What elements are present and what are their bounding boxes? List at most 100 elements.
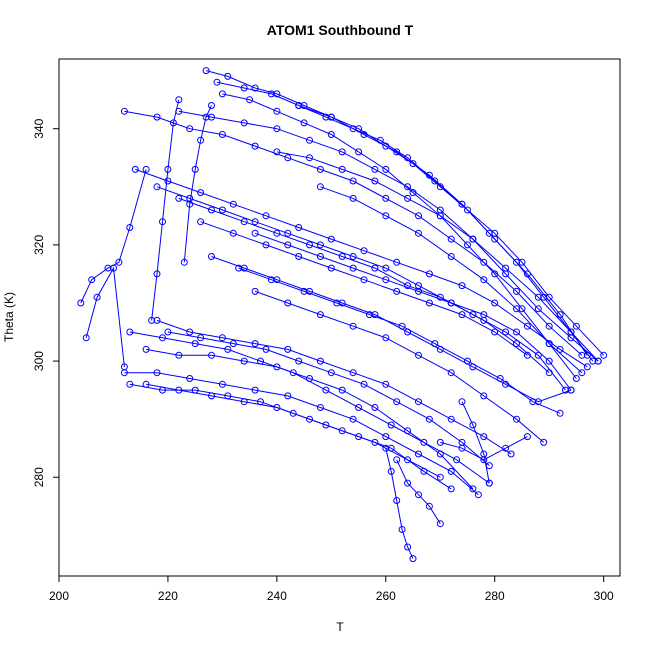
series-layer <box>77 67 608 563</box>
series-line <box>151 99 180 321</box>
data-point <box>393 398 401 406</box>
data-point <box>371 404 379 411</box>
data-point <box>507 450 515 458</box>
data-point <box>600 351 608 359</box>
data-point <box>366 311 373 319</box>
x-axis: 200 220 240 260 280 300 <box>49 575 614 603</box>
y-tick-label: 300 <box>32 351 46 371</box>
data-point <box>360 380 368 388</box>
data-point <box>382 334 390 342</box>
data-point <box>567 386 575 394</box>
data-point <box>469 485 477 493</box>
series-7 <box>175 194 569 394</box>
data-point <box>409 160 417 168</box>
data-point <box>164 165 172 173</box>
data-point <box>273 148 281 156</box>
data-point <box>316 404 324 411</box>
data-point <box>142 380 150 388</box>
data-point <box>355 404 363 411</box>
data-point <box>415 398 422 406</box>
data-point <box>425 171 433 179</box>
data-point <box>469 421 477 429</box>
data-point <box>371 165 379 173</box>
data-point <box>218 334 226 342</box>
data-point <box>88 276 96 284</box>
series-26 <box>458 398 493 487</box>
data-point <box>485 229 493 237</box>
data-point <box>273 229 281 237</box>
data-point <box>360 247 368 255</box>
x-tick-label: 240 <box>267 589 287 603</box>
series-1 <box>202 67 608 359</box>
series-line <box>205 70 605 356</box>
series-line <box>85 266 125 367</box>
series-line <box>146 348 474 490</box>
data-point <box>115 258 123 266</box>
data-point <box>338 148 346 156</box>
data-point <box>415 351 422 359</box>
series-line <box>222 93 577 379</box>
data-point <box>518 305 526 313</box>
data-point <box>415 287 422 295</box>
series-line <box>211 256 572 403</box>
data-point <box>513 287 520 295</box>
plot-frame <box>58 58 621 577</box>
data-point <box>186 200 194 208</box>
data-point <box>404 543 412 551</box>
data-point <box>284 154 292 162</box>
series-line <box>146 383 441 478</box>
data-point <box>425 415 433 423</box>
data-point <box>295 357 303 365</box>
data-point <box>556 311 564 319</box>
data-point <box>126 328 134 336</box>
data-point <box>316 241 324 249</box>
series-line <box>254 290 545 443</box>
series-15 <box>142 345 477 493</box>
data-point <box>229 229 237 237</box>
series-line <box>129 331 490 484</box>
data-point <box>164 177 172 185</box>
series-line <box>298 105 588 356</box>
series-30 <box>251 287 548 446</box>
data-point <box>240 357 248 365</box>
data-point <box>404 479 412 487</box>
data-point <box>316 357 324 365</box>
series-line <box>183 105 212 263</box>
data-point <box>480 392 488 400</box>
data-point <box>382 433 390 441</box>
data-point <box>240 218 248 226</box>
series-line <box>320 186 583 374</box>
data-point <box>191 165 199 173</box>
data-point <box>583 363 591 371</box>
data-point <box>513 328 520 336</box>
data-point <box>197 189 205 197</box>
data-point <box>284 345 292 353</box>
data-point <box>371 438 379 446</box>
x-tick-label: 200 <box>49 589 69 603</box>
data-point <box>322 113 330 121</box>
data-point <box>523 322 531 330</box>
data-point <box>480 276 488 284</box>
data-point <box>349 253 357 260</box>
data-point <box>197 218 205 226</box>
data-point <box>93 293 101 301</box>
data-point <box>289 409 297 417</box>
data-point <box>191 340 199 348</box>
data-point <box>436 473 444 481</box>
series-10 <box>316 183 586 377</box>
data-point <box>415 491 422 499</box>
data-point <box>404 282 412 290</box>
series-line <box>385 448 414 559</box>
data-point <box>208 113 215 121</box>
data-point <box>120 107 128 115</box>
data-point <box>387 421 395 429</box>
data-point <box>164 328 172 336</box>
data-point <box>458 398 466 406</box>
data-point <box>316 253 324 260</box>
data-point <box>458 282 466 290</box>
series-line <box>254 232 572 391</box>
data-point <box>436 345 444 353</box>
data-point <box>159 334 166 342</box>
data-point <box>306 136 313 144</box>
data-point <box>480 433 488 441</box>
